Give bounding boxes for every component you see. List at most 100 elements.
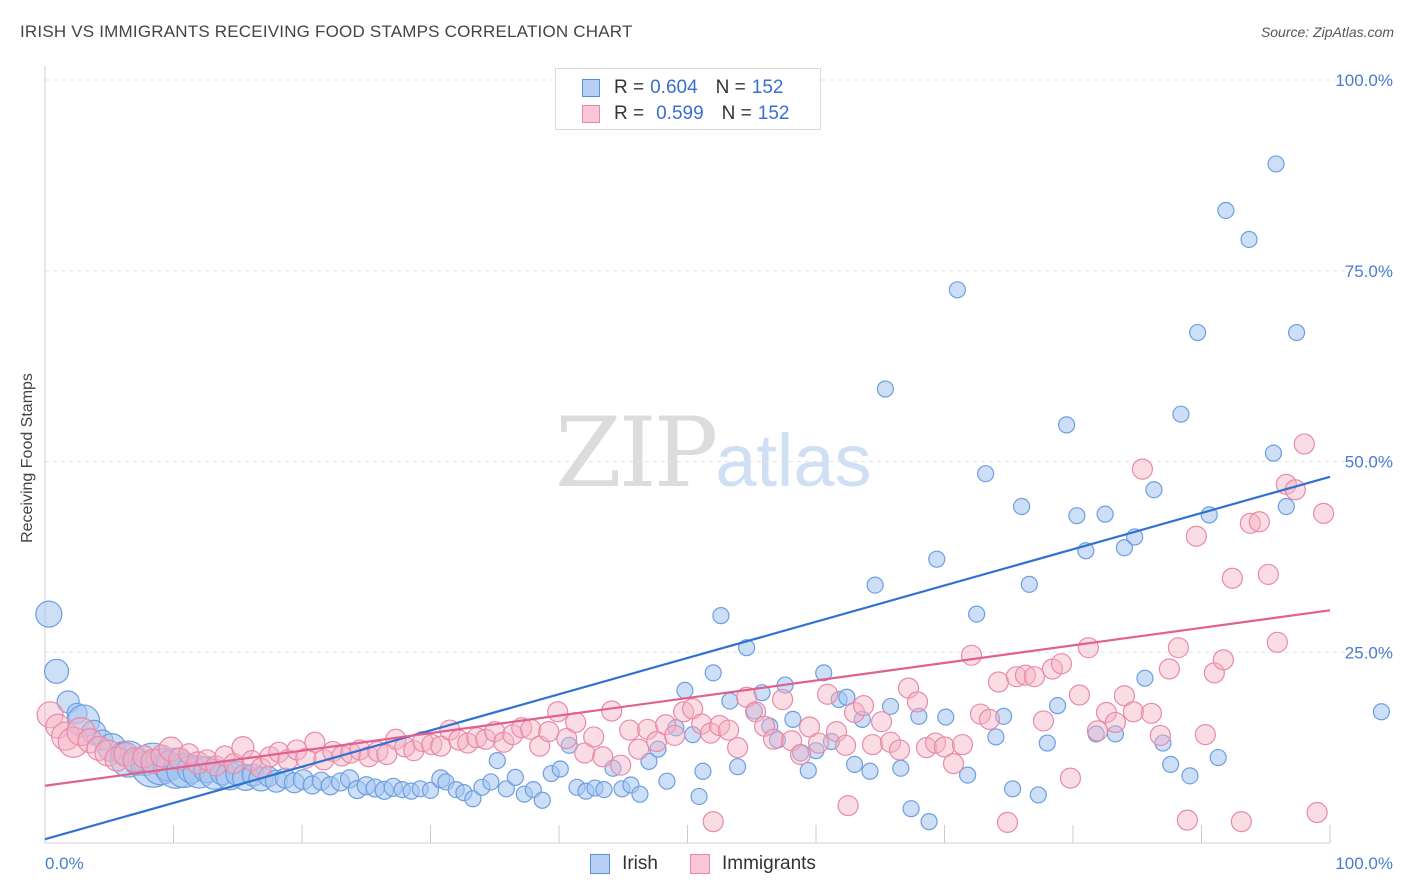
immigrants-point xyxy=(592,746,614,768)
immigrants-point xyxy=(1122,701,1144,723)
irish-point xyxy=(959,766,977,784)
legend-n-value: 152 xyxy=(757,103,790,124)
irish-point xyxy=(948,281,966,299)
watermark-atlas: atlas xyxy=(715,419,872,502)
immigrants-point xyxy=(1194,724,1216,746)
legend-row-immigrants: R = 0.599 N = 152 xyxy=(582,103,789,125)
legend-n-label: N = xyxy=(715,77,746,98)
y-tick-label: 100.0% xyxy=(1335,71,1393,90)
irish-point xyxy=(1264,444,1283,462)
irish-point xyxy=(1020,575,1038,593)
irish-point xyxy=(1057,416,1076,434)
irish-point xyxy=(704,664,722,682)
immigrants-point xyxy=(700,722,722,744)
legend-n-value: 152 xyxy=(751,77,784,98)
immigrants-point xyxy=(1005,666,1028,688)
irish-point xyxy=(1267,155,1285,173)
immigrants-point xyxy=(1059,767,1082,789)
irish-point xyxy=(1012,497,1031,516)
irish-point xyxy=(690,787,708,806)
immigrants-point xyxy=(1167,637,1189,659)
immigrants-point xyxy=(1212,649,1234,671)
immigrants-point xyxy=(122,747,148,773)
legend-r-label: R = xyxy=(614,103,645,124)
irish-point xyxy=(866,576,884,594)
irish-point xyxy=(35,600,63,628)
irish-point xyxy=(1181,767,1199,785)
irish-point xyxy=(676,681,694,700)
irish-point xyxy=(902,800,920,818)
irish-point xyxy=(784,710,802,728)
irish-point xyxy=(937,708,955,726)
immigrants-point xyxy=(36,701,64,729)
irish-point xyxy=(1189,323,1207,342)
immigrants-point xyxy=(816,683,839,705)
immigrants-point xyxy=(1266,631,1288,653)
irish-point xyxy=(712,607,730,625)
irish-point xyxy=(658,772,676,790)
irish-point xyxy=(533,791,551,809)
immigrants-point xyxy=(493,731,515,753)
irish-point xyxy=(1287,323,1306,342)
immigrants-point xyxy=(987,671,1010,693)
irish-trend-line xyxy=(44,475,1331,841)
legend-r-value: 0.604 xyxy=(650,77,698,98)
series-legend-immigrants[interactable]: Immigrants xyxy=(689,852,816,876)
immigrants-point xyxy=(727,737,749,759)
irish-point xyxy=(721,692,739,710)
immigrants-point xyxy=(511,717,533,739)
irish-point xyxy=(977,465,995,483)
x-tick-label: 0.0% xyxy=(45,854,84,873)
irish-point xyxy=(560,736,578,754)
immigrants-point xyxy=(834,734,857,756)
immigrants-point xyxy=(861,733,884,756)
immigrants-point xyxy=(610,754,632,776)
irish-point xyxy=(1136,669,1154,687)
irish-point xyxy=(1145,481,1163,499)
immigrants-point xyxy=(655,714,677,736)
immigrants-point xyxy=(1257,563,1279,586)
irish-point xyxy=(928,550,946,568)
irish-point xyxy=(497,780,515,798)
immigrants-point xyxy=(421,733,443,756)
irish-point xyxy=(1372,703,1391,721)
irish-point xyxy=(799,761,817,780)
irish-point xyxy=(595,780,613,799)
irish-point xyxy=(729,758,747,776)
irish-point xyxy=(1240,230,1258,249)
irish-point xyxy=(892,759,910,777)
irish-point xyxy=(1209,748,1227,767)
immigrants-point xyxy=(960,644,983,666)
immigrants-point xyxy=(1086,720,1109,742)
legend-r-value: 0.599 xyxy=(656,103,704,124)
irish-point xyxy=(920,813,938,831)
irish-point xyxy=(968,605,986,623)
immigrants-point xyxy=(601,700,623,722)
irish-point xyxy=(488,751,506,770)
immigrants-point xyxy=(888,739,911,761)
immigrants-point xyxy=(132,745,156,769)
irish-point xyxy=(1004,780,1022,798)
irish-point xyxy=(631,785,649,803)
series-swatch-irish xyxy=(590,854,611,874)
chart-source: Source: ZipAtlas.com xyxy=(1260,24,1394,40)
immigrants-point xyxy=(933,736,956,758)
immigrants-point xyxy=(1284,479,1306,501)
immigrants-point xyxy=(942,753,965,775)
watermark: ZIPatlas xyxy=(555,405,872,509)
series-legend-irish[interactable]: Irish xyxy=(590,852,658,876)
irish-point xyxy=(1038,734,1056,752)
immigrants-point xyxy=(1068,684,1091,706)
immigrants-point xyxy=(574,742,596,764)
immigrants-point xyxy=(1312,502,1335,524)
irish-point xyxy=(1096,505,1114,523)
irish-point xyxy=(1172,405,1190,423)
immigrants-point xyxy=(484,721,506,743)
irish-point xyxy=(987,728,1005,746)
immigrants-point xyxy=(241,749,263,772)
immigrants-point xyxy=(837,795,859,817)
irish-point xyxy=(1115,539,1134,557)
immigrants-point xyxy=(762,728,785,750)
irish-point xyxy=(1029,786,1047,804)
immigrants-point xyxy=(1239,512,1261,534)
